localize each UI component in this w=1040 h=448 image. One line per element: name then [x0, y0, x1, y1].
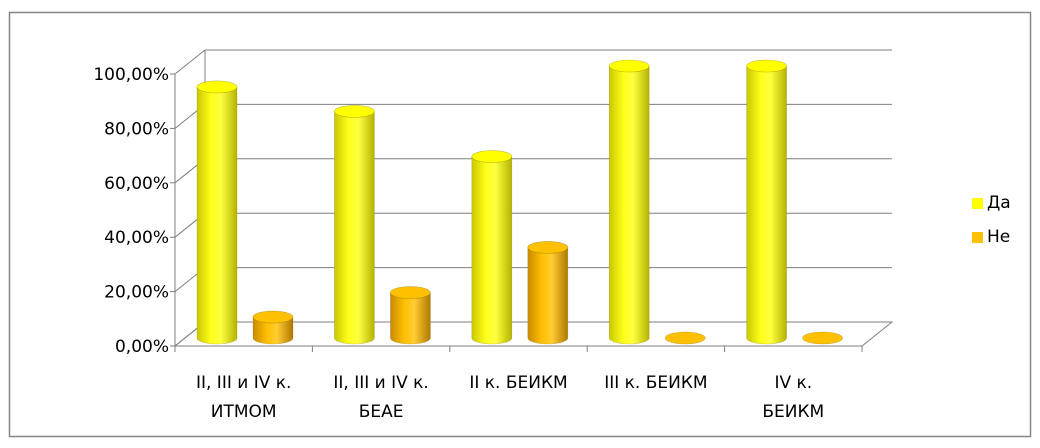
chart-floor — [173, 321, 894, 347]
bar-cap — [802, 331, 843, 345]
bar-cap — [390, 286, 431, 299]
bar-body — [746, 65, 787, 345]
x-category-label: II, III и IV к. — [333, 373, 428, 393]
y-tick-label: 60,00% — [104, 174, 169, 194]
bar-body — [334, 111, 375, 345]
bar-da — [196, 80, 238, 345]
bar-ne — [390, 286, 431, 345]
bar-cap — [471, 150, 513, 163]
y-tick-label: 20,00% — [104, 283, 169, 303]
y-tick-label: 40,00% — [104, 228, 169, 248]
y-tick-label: 0,00% — [115, 337, 169, 357]
bar-ne — [802, 331, 843, 345]
x-category-label: III к. БЕИКМ — [604, 373, 707, 393]
bar-body — [471, 156, 513, 345]
legend-label-no: Не — [987, 227, 1011, 247]
chart-frame — [8, 11, 1032, 438]
x-category-label: ИТМОМ — [211, 402, 277, 422]
bar-cap — [608, 59, 650, 73]
x-category-label: IV к. — [774, 373, 812, 393]
bar-da — [746, 59, 787, 345]
bar-cap — [664, 331, 706, 345]
bar-ne — [664, 331, 706, 345]
gridline-depth — [174, 49, 206, 75]
bar-body — [390, 292, 431, 345]
bar-body — [252, 316, 294, 345]
bar-cap — [252, 310, 294, 324]
bar-body — [608, 65, 650, 345]
legend-swatch-no — [972, 231, 983, 243]
bar-cap — [527, 241, 569, 254]
legend: Да Не — [972, 192, 1036, 260]
y-tick-label: 80,00% — [104, 119, 169, 139]
x-category-label: БЕИКМ — [762, 402, 824, 422]
x-category-label: БЕАЕ — [359, 402, 404, 422]
legend-swatch-yes — [972, 197, 983, 209]
bar-body — [196, 86, 238, 345]
bar-ne — [252, 310, 294, 345]
bar-cap — [334, 105, 375, 118]
legend-item-yes: Да — [972, 192, 1036, 214]
bar-da — [334, 105, 375, 345]
y-tick-label: 100,00% — [93, 65, 169, 85]
bar-da — [471, 150, 513, 345]
legend-label-yes: Да — [987, 193, 1011, 213]
bar-da — [608, 59, 650, 345]
x-category-label: II к. БЕИКМ — [469, 373, 567, 393]
x-category-label: II, III и IV к. — [196, 373, 291, 393]
bar-ne — [527, 241, 569, 345]
bar-body — [527, 247, 569, 345]
bar-cap — [196, 80, 238, 94]
bar-cap — [746, 59, 787, 73]
legend-item-no: Не — [972, 226, 1036, 248]
